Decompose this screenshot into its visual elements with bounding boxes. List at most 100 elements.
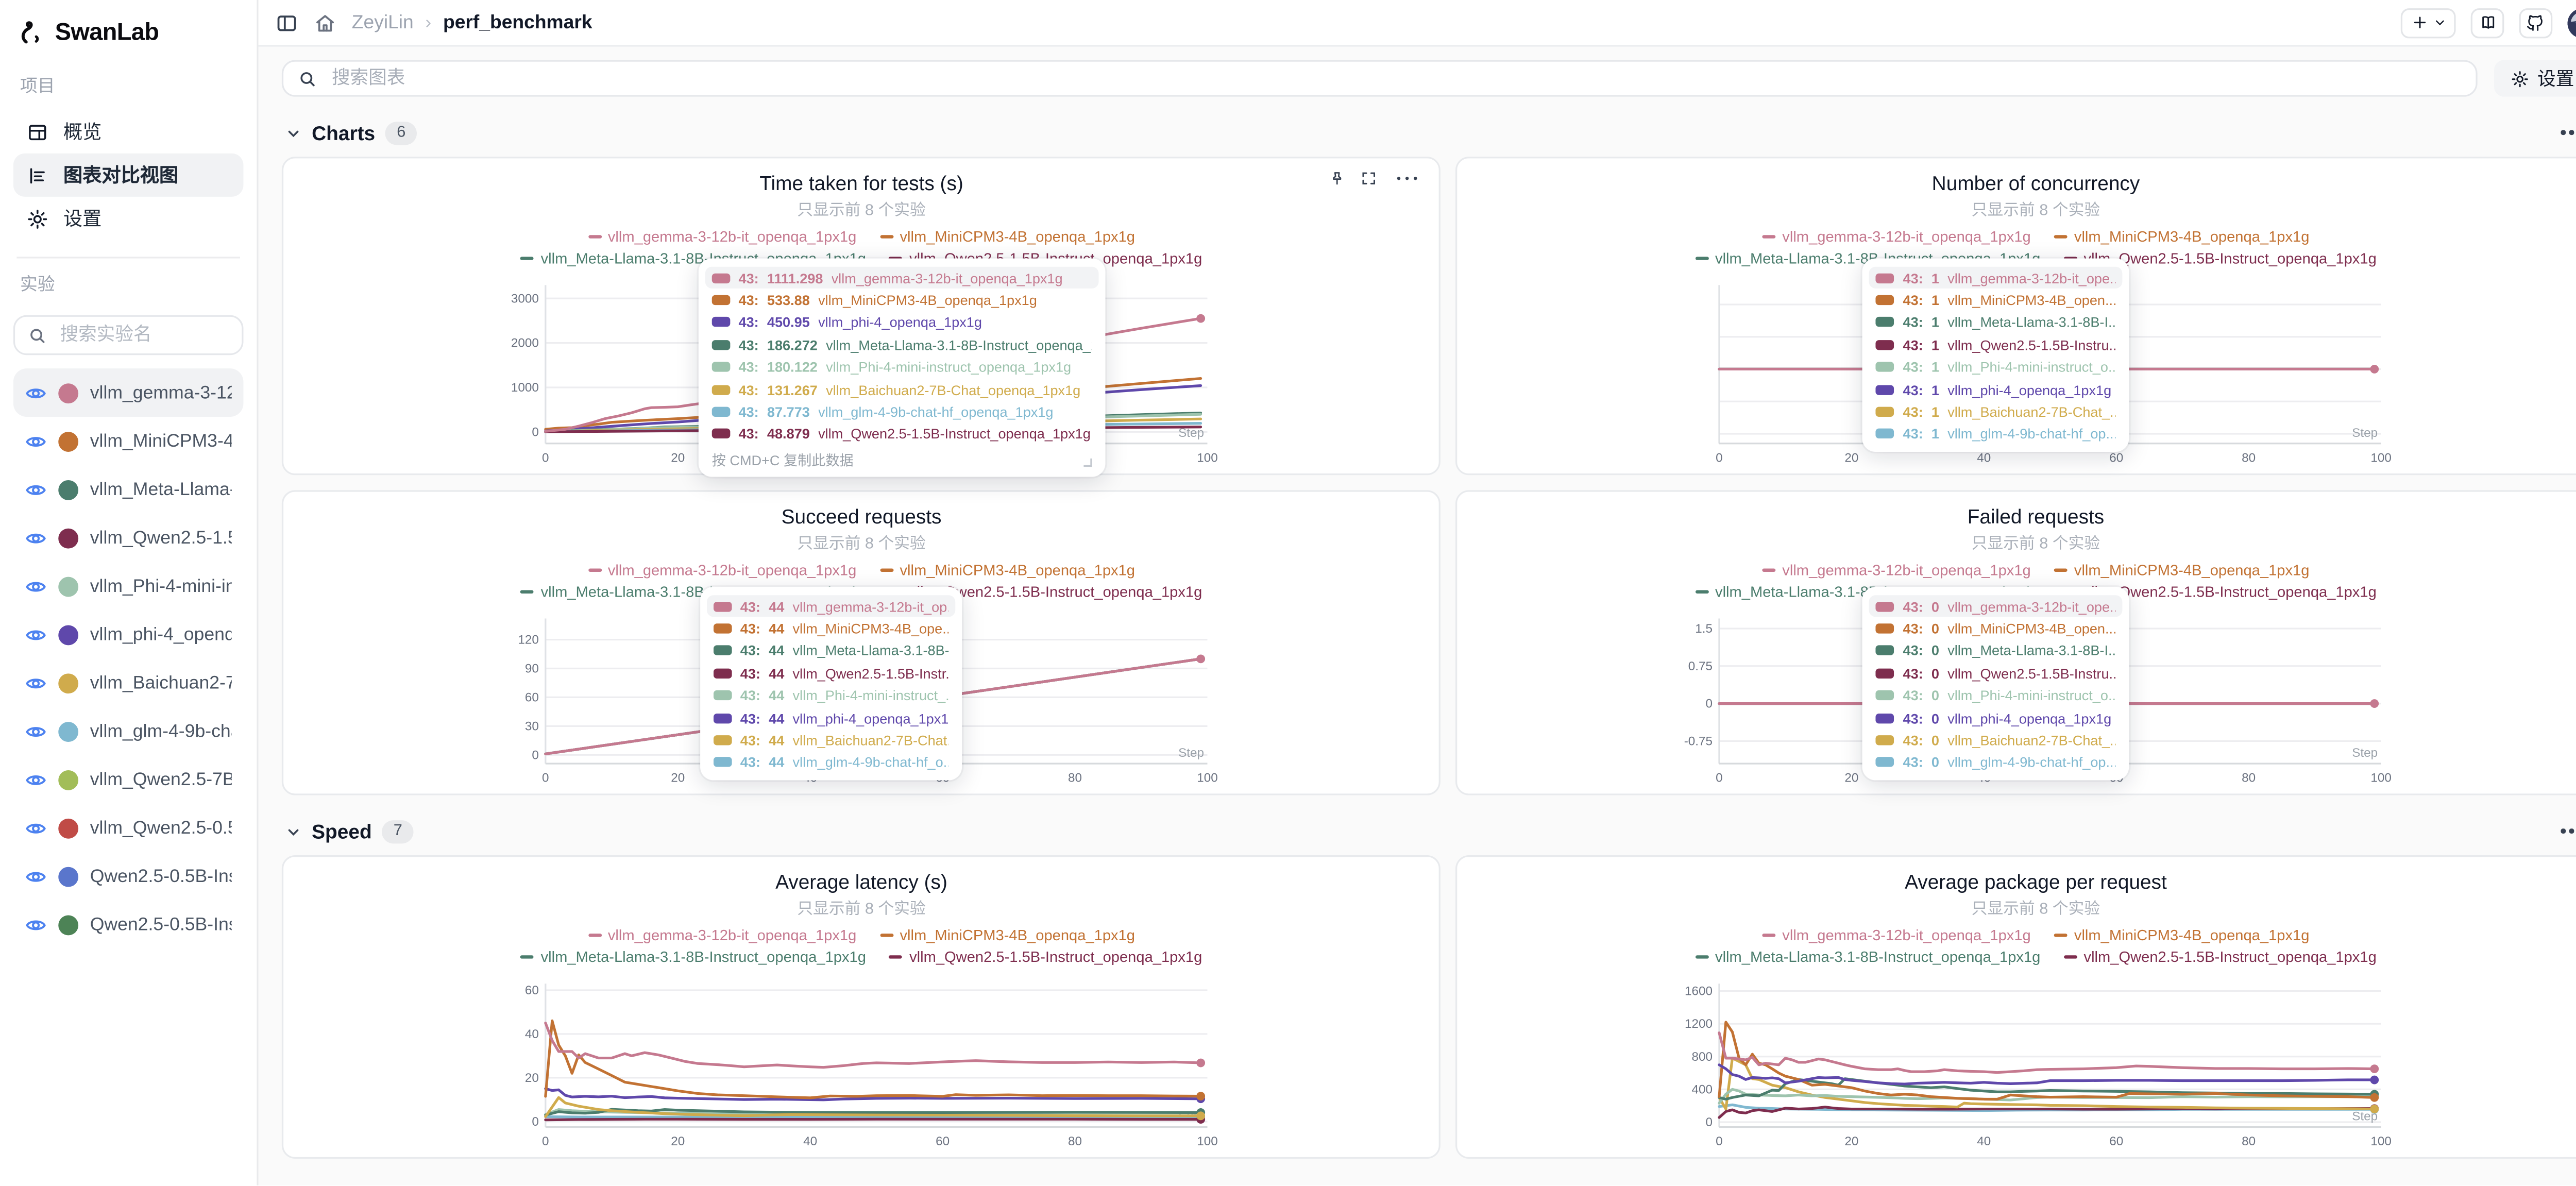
legend-item[interactable]: vllm_Phi-4-mini-instruct_openqa_1px1g — [1478, 273, 1761, 274]
chart-card[interactable]: Time taken for tests (s) 只显示前 8 个实验 vllm_g… — [281, 157, 1442, 477]
experiment-row[interactable]: vllm_glm-4-9b-chat-hf_op... — [13, 707, 244, 755]
legend-item[interactable]: vllm_gemma-3-12b-it_openqa_1px1g — [1762, 228, 2031, 245]
visibility-eye-icon[interactable] — [25, 868, 47, 884]
series-endpoint-dot — [2370, 1093, 2380, 1102]
legend-item[interactable]: vllm_Phi-4-mini-instruct_openqa_1px1g — [303, 273, 587, 274]
legend-item[interactable]: vllm_Baichuan2-7B-Chat_openqa_1px1g — [2004, 606, 2298, 607]
tooltip-row: 43: 44 vllm_Meta-Llama-3.1-8B-... — [713, 640, 948, 662]
legend-item[interactable]: vllm_MiniCPM3-4B_openqa_1px1g — [879, 228, 1135, 245]
legend-item[interactable]: vllm_MiniCPM3-4B_openqa_1px1g — [879, 562, 1135, 578]
swanlab-logo[interactable]: SwanLab — [13, 15, 244, 63]
legend-item[interactable]: vllm_glm-4-9b-chat-hf_openqa_1px1g — [1147, 606, 1420, 607]
legend-item[interactable]: vllm_Qwen2.5-1.5B-Instruct_openqa_1px1g — [2063, 584, 2377, 601]
fullscreen-icon[interactable] — [1360, 170, 1376, 187]
sidebar-toggle-icon[interactable] — [275, 11, 298, 34]
legend-item[interactable]: vllm_Qwen2.5-1.5B-Instruct_openqa_1px1g — [2063, 250, 2377, 267]
home-icon[interactable] — [313, 11, 336, 34]
legend-item[interactable]: vllm_gemma-3-12b-it_openqa_1px1g — [588, 926, 856, 943]
legend-dash-icon — [2063, 956, 2077, 959]
section-more-icon[interactable] — [2556, 824, 2576, 838]
tooltip-row: 43: 44 vllm_Phi-4-mini-instruct_... — [713, 685, 948, 707]
chart-card[interactable]: Succeed requests 只显示前 8 个实验 vllm_gemma-3-1… — [281, 490, 1442, 795]
visibility-eye-icon[interactable] — [25, 384, 47, 401]
chart-title: Average package per request — [1905, 870, 2167, 894]
tooltip-value: 44 — [769, 642, 785, 659]
docs-button[interactable] — [2470, 7, 2504, 38]
legend-item[interactable]: vllm_Baichuan2-7B-Chat_openqa_1px1g — [830, 606, 1123, 607]
visibility-eye-icon[interactable] — [25, 771, 47, 788]
github-icon — [2527, 14, 2543, 31]
experiment-row[interactable]: vllm_gemma-3-12b-it_op... — [13, 368, 244, 417]
chart-search[interactable] — [281, 60, 2478, 97]
new-project-button[interactable] — [2400, 7, 2456, 38]
experiment-row[interactable]: vllm_Baichuan2-7B-Chat... — [13, 658, 244, 707]
experiment-row[interactable]: vllm_phi-4_openqa_1px1g — [13, 610, 244, 658]
tooltip-value: 1 — [1931, 359, 1940, 376]
dashboard-settings-button[interactable]: 设置 — [2494, 60, 2576, 97]
legend-item[interactable]: vllm_glm-4-9b-chat-hf_openqa_1px1g — [2321, 606, 2576, 607]
experiment-row[interactable]: Qwen2.5-0.5B-Instruct_o... — [13, 852, 244, 901]
chart-card[interactable]: Average latency (s) 只显示前 8 个实验 vllm_gemma-… — [281, 855, 1442, 1159]
legend-item[interactable]: vllm_gemma-3-12b-it_openqa_1px1g — [588, 562, 856, 578]
legend-item[interactable]: vllm_Phi-4-mini-instruct_openqa_1px1g — [303, 606, 587, 607]
experiment-row[interactable]: vllm_Phi-4-mini-instruct_... — [13, 562, 244, 611]
chart-card[interactable]: Number of concurrency 只显示前 8 个实验 vllm_gemm… — [1456, 157, 2576, 476]
experiment-row[interactable]: Qwen2.5-0.5B-Instruct_o... — [13, 900, 244, 948]
experiment-row[interactable]: vllm_Meta-Llama-3.1-8B-... — [13, 465, 244, 514]
legend-item[interactable]: vllm_MiniCPM3-4B_openqa_1px1g — [2054, 562, 2309, 578]
visibility-eye-icon[interactable] — [25, 578, 47, 594]
visibility-eye-icon[interactable] — [25, 674, 47, 691]
legend-item[interactable]: vllm_gemma-3-12b-it_openqa_1px1g — [1762, 926, 2031, 943]
visibility-eye-icon[interactable] — [25, 916, 47, 933]
tooltip-step: 43: — [738, 336, 759, 353]
experiment-row[interactable]: vllm_Qwen2.5-1.5B-Instr... — [13, 514, 244, 562]
breadcrumb-workspace[interactable]: ZeyiLin — [351, 12, 414, 33]
legend-item[interactable]: vllm_gemma-3-12b-it_openqa_1px1g — [1762, 562, 2031, 578]
chart-search-input[interactable] — [328, 66, 2461, 90]
visibility-eye-icon[interactable] — [25, 723, 47, 739]
legend-label: vllm_MiniCPM3-4B_openqa_1px1g — [900, 228, 1135, 245]
sidebar-item-2[interactable]: 设置 — [13, 197, 244, 240]
experiment-search-input[interactable] — [57, 323, 229, 347]
legend-item[interactable]: vllm_Meta-Llama-3.1-8B-Instruct_openqa_1… — [520, 949, 866, 965]
legend-item[interactable]: vllm_Qwen2.5-1.5B-Instruct_openqa_1px1g — [2063, 949, 2377, 965]
chevron-down-icon[interactable] — [285, 124, 301, 141]
visibility-eye-icon[interactable] — [25, 481, 47, 498]
legend-item[interactable]: vllm_glm-4-9b-chat-hf_openqa_1px1g — [2321, 273, 2576, 274]
tooltip-color-chip — [1876, 690, 1895, 701]
legend-item[interactable]: vllm_Baichuan2-7B-Chat_openqa_1px1g — [2004, 273, 2298, 274]
tooltip-row: 43: 44 vllm_phi-4_openqa_1px1g — [713, 707, 948, 729]
legend-item[interactable]: vllm_Phi-4-mini-instruct_openqa_1px1g — [1478, 606, 1761, 607]
visibility-eye-icon[interactable] — [25, 819, 47, 836]
experiment-row[interactable]: vllm_Qwen2.5-0.5B-Instr... — [13, 804, 244, 852]
chevron-down-icon[interactable] — [285, 823, 301, 839]
legend-item[interactable]: vllm_MiniCPM3-4B_openqa_1px1g — [2054, 926, 2309, 943]
chart-card[interactable]: Average package per request 只显示前 8 个实验 vll… — [1456, 855, 2576, 1159]
visibility-eye-icon[interactable] — [25, 529, 47, 546]
breadcrumb-project[interactable]: perf_benchmark — [443, 12, 592, 33]
legend-item[interactable]: vllm_MiniCPM3-4B_openqa_1px1g — [2054, 228, 2309, 245]
tooltip-resize-handle[interactable] — [1083, 459, 1092, 467]
experiment-row[interactable]: vllm_Qwen2.5-7B-Instruc... — [13, 755, 244, 804]
tooltip-step: 43: — [740, 598, 760, 615]
avatar[interactable] — [2567, 8, 2576, 38]
github-button[interactable] — [2519, 7, 2553, 38]
legend-item[interactable]: vllm_MiniCPM3-4B_openqa_1px1g — [879, 926, 1135, 943]
legend-item[interactable]: vllm_Meta-Llama-3.1-8B-Instruct_openqa_1… — [1695, 949, 2040, 965]
legend-item[interactable]: vllm_Qwen2.5-1.5B-Instruct_openqa_1px1g — [889, 949, 1202, 965]
sidebar-item-0[interactable]: 概览 — [13, 110, 244, 154]
visibility-eye-icon[interactable] — [25, 626, 47, 642]
legend-item[interactable]: vllm_gemma-3-12b-it_openqa_1px1g — [588, 228, 856, 245]
experiment-row[interactable]: vllm_MiniCPM3-4B_open... — [13, 417, 244, 465]
experiment-search[interactable] — [13, 315, 244, 355]
visibility-eye-icon[interactable] — [25, 433, 47, 449]
section-more-icon[interactable] — [2556, 125, 2576, 140]
legend-item[interactable]: vllm_glm-4-9b-chat-hf_openqa_1px1g — [1147, 273, 1420, 274]
chart-more-icon[interactable] — [1392, 170, 1423, 187]
sidebar-item-1[interactable]: 图表对比视图 — [13, 153, 244, 197]
pin-icon[interactable] — [1328, 170, 1345, 187]
chart-card[interactable]: Failed requests 只显示前 8 个实验 vllm_gemma-3-12… — [1456, 490, 2576, 795]
tooltip-value: 533.88 — [767, 292, 810, 309]
